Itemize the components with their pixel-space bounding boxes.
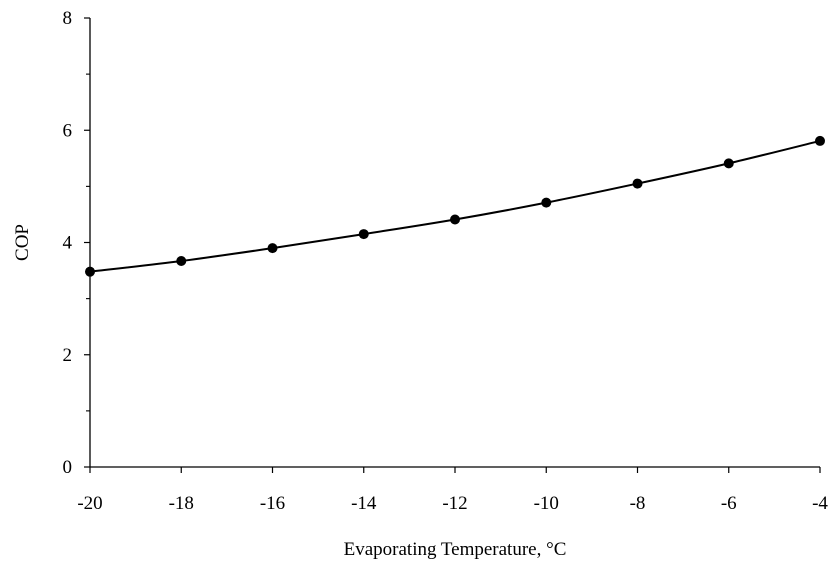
y-tick-label: 2 (63, 345, 73, 366)
x-axis-ticks: -20 -18 -16 -14 -12 -10 -8 -6 -4 (77, 467, 828, 514)
y-tick-label: 8 (63, 8, 73, 29)
y-axis-ticks: 0 2 4 6 8 (63, 8, 90, 478)
y-tick-label: 4 (63, 233, 73, 254)
series-layer (85, 135, 825, 277)
data-point (267, 243, 278, 254)
data-point (85, 266, 95, 277)
data-point (358, 229, 369, 240)
x-tick-label: -8 (630, 493, 646, 514)
series-line (89, 139, 821, 273)
data-point (723, 158, 734, 169)
x-tick-label: -10 (534, 493, 559, 514)
y-axis-title: COP (12, 224, 33, 261)
x-tick-label: -18 (169, 493, 194, 514)
data-point (176, 256, 187, 267)
x-tick-label: -16 (260, 493, 285, 514)
x-tick-label: -6 (721, 493, 737, 514)
x-tick-label: -14 (351, 493, 377, 514)
data-point (450, 214, 460, 225)
data-point (632, 178, 643, 189)
x-axis-title: Evaporating Temperature, °C (344, 539, 567, 560)
data-point (541, 197, 552, 208)
x-tick-label: -4 (812, 493, 828, 514)
x-tick-label: -20 (77, 493, 102, 514)
y-tick-label: 6 (63, 120, 73, 141)
y-tick-label: 0 (63, 457, 73, 478)
x-tick-label: -12 (442, 493, 467, 514)
data-point (815, 135, 825, 146)
axes (89, 18, 820, 468)
